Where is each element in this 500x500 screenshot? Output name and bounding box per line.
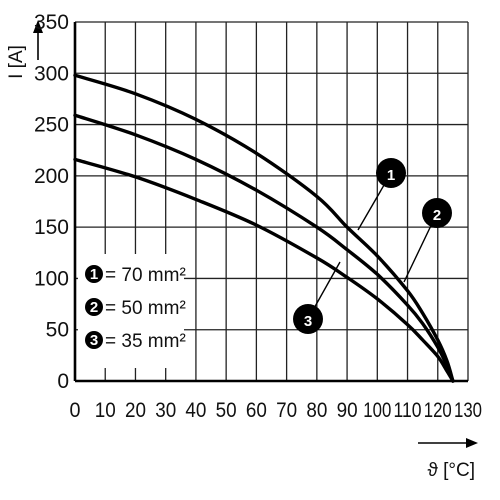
x-tick-label: 120 bbox=[424, 399, 452, 422]
legend-entry-1: = 70 mm² bbox=[105, 265, 186, 286]
curve-1 bbox=[73, 73, 455, 383]
y-tick-label: 250 bbox=[34, 114, 69, 137]
x-axis-label: ϑ [°C] bbox=[427, 460, 475, 481]
marker-label-2: 2 bbox=[433, 207, 441, 224]
y-tick-label: 200 bbox=[34, 165, 69, 188]
x-tick-label: 70 bbox=[276, 399, 297, 422]
x-tick-label: 20 bbox=[125, 399, 146, 422]
tick-labels: 0 50 100 150 200 250 300 350 0 10 20 30 40 50 60 70 80 90… bbox=[34, 11, 482, 422]
y-tick-label: 350 bbox=[34, 11, 69, 34]
legend-entry-2: = 50 mm² bbox=[105, 298, 186, 319]
y-tick-label: 50 bbox=[46, 319, 69, 342]
legend-badge-1 bbox=[85, 265, 103, 283]
x-tick-label: 30 bbox=[155, 399, 176, 422]
marker-label-1: 1 bbox=[387, 167, 395, 184]
y-axis-arrow-head bbox=[33, 20, 43, 33]
curve-2 bbox=[73, 113, 455, 383]
x-tick-label: 60 bbox=[246, 399, 267, 422]
marker-circle-2 bbox=[422, 198, 452, 228]
x-tick-label: 90 bbox=[337, 399, 358, 422]
legend-badge-3 bbox=[85, 331, 103, 349]
x-tick-label: 100 bbox=[363, 399, 391, 422]
marker-label-3: 3 bbox=[304, 313, 312, 330]
legend-badge-label-2: 2 bbox=[90, 299, 98, 316]
y-axis-label: I [A] bbox=[6, 45, 27, 79]
axes bbox=[33, 20, 478, 448]
curve-markers: 1 2 3 bbox=[293, 158, 452, 334]
x-tick-label: 0 bbox=[70, 399, 81, 422]
legend-badge-label-3: 3 bbox=[90, 332, 98, 349]
x-tick-label: 110 bbox=[394, 399, 422, 422]
legend-badge-label-1: 1 bbox=[90, 266, 98, 283]
y-tick-label: 150 bbox=[34, 216, 69, 239]
marker-circle-1 bbox=[376, 158, 406, 188]
x-tick-label: 80 bbox=[306, 399, 327, 422]
legend-badge-2 bbox=[85, 298, 103, 316]
grid bbox=[75, 21, 469, 381]
curve-3 bbox=[73, 157, 455, 383]
y-tick-label: 100 bbox=[34, 267, 69, 290]
x-tick-label: 10 bbox=[95, 399, 116, 422]
y-tick-label: 0 bbox=[57, 370, 69, 393]
curves bbox=[73, 73, 455, 383]
legend-entry-3: = 35 mm² bbox=[105, 331, 186, 352]
x-tick-label: 40 bbox=[185, 399, 206, 422]
marker-circle-3 bbox=[293, 304, 323, 334]
y-tick-label: 300 bbox=[34, 62, 69, 85]
x-axis-arrow-head bbox=[466, 438, 478, 448]
legend: 1 = 70 mm² 2 = 50 mm² 3 = 35 mm² bbox=[78, 254, 186, 368]
x-tick-label: 50 bbox=[216, 399, 237, 422]
x-tick-label: 130 bbox=[454, 399, 482, 422]
